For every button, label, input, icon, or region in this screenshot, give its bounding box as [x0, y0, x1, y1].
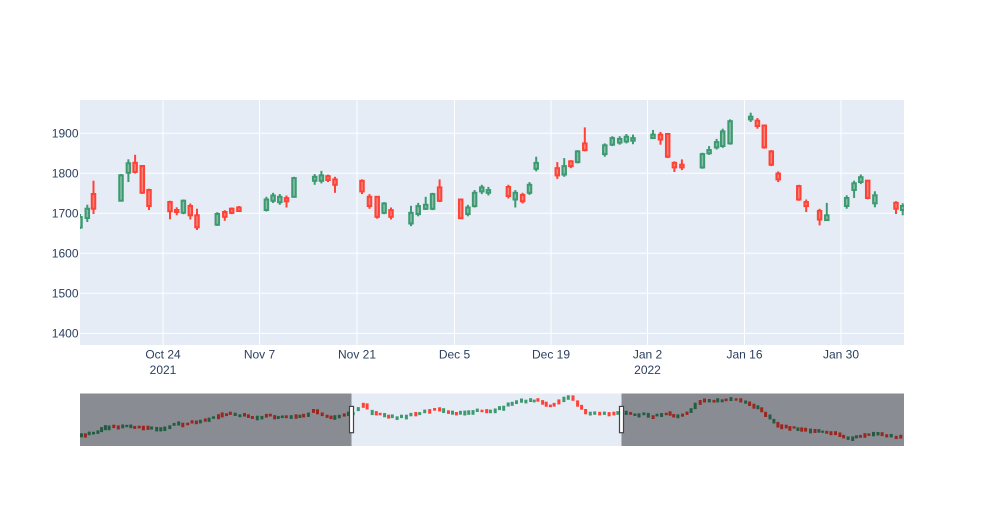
svg-text:2022: 2022	[634, 363, 661, 377]
svg-text:Dec 19: Dec 19	[532, 348, 570, 362]
svg-text:1700: 1700	[52, 206, 79, 220]
svg-text:1900: 1900	[52, 126, 79, 140]
svg-text:Jan 16: Jan 16	[726, 348, 762, 362]
svg-text:Jan 2: Jan 2	[633, 348, 663, 362]
svg-text:Nov 21: Nov 21	[338, 348, 376, 362]
svg-text:1500: 1500	[52, 287, 79, 301]
svg-text:Dec 5: Dec 5	[439, 348, 471, 362]
svg-text:Nov 7: Nov 7	[244, 348, 276, 362]
svg-text:1800: 1800	[52, 166, 79, 180]
svg-text:2021: 2021	[150, 363, 177, 377]
svg-text:Oct 24: Oct 24	[145, 348, 181, 362]
svg-text:1600: 1600	[52, 247, 79, 261]
svg-text:1400: 1400	[52, 327, 79, 341]
svg-text:Jan 30: Jan 30	[823, 348, 859, 362]
